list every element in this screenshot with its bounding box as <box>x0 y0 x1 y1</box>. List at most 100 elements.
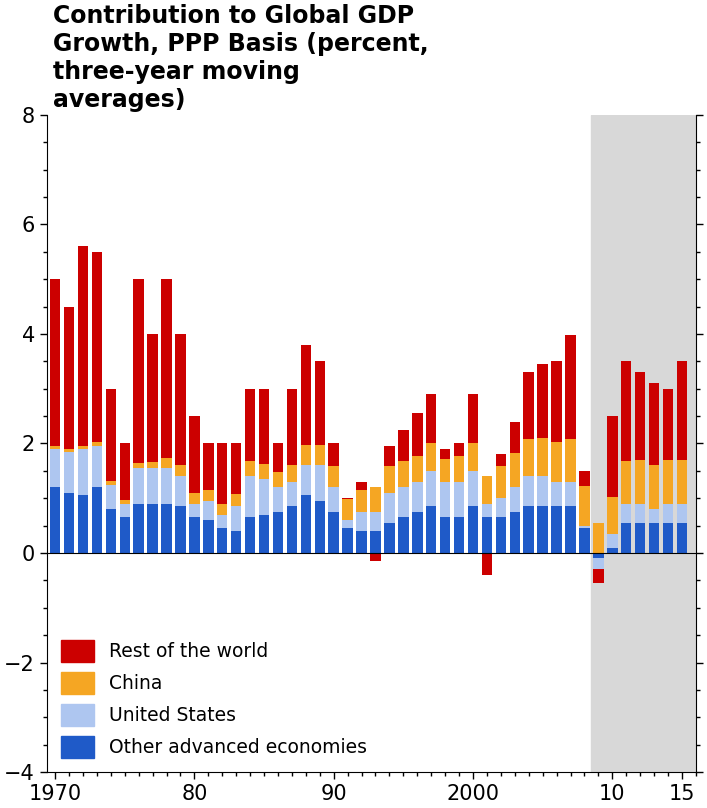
Bar <box>677 460 687 503</box>
Bar <box>134 468 144 503</box>
Bar <box>342 499 353 520</box>
Bar <box>119 503 130 517</box>
Bar <box>64 306 74 449</box>
Bar <box>50 449 60 487</box>
Bar <box>454 456 464 482</box>
Bar <box>329 512 339 553</box>
Bar <box>635 372 645 460</box>
Bar <box>579 528 590 553</box>
Bar <box>78 446 88 449</box>
Bar <box>259 479 269 515</box>
Bar <box>245 461 255 477</box>
Bar <box>468 394 478 444</box>
Bar <box>217 444 228 503</box>
Bar <box>356 482 367 490</box>
Bar <box>649 465 660 509</box>
Bar <box>398 517 409 553</box>
Bar <box>217 503 228 515</box>
Bar <box>510 453 520 487</box>
Bar <box>412 414 423 456</box>
Bar <box>78 449 88 495</box>
Bar <box>607 534 617 548</box>
Bar <box>231 444 241 494</box>
Bar <box>566 335 575 439</box>
Bar <box>566 507 575 553</box>
Bar <box>78 246 88 446</box>
Bar <box>105 481 116 485</box>
Bar <box>649 509 660 523</box>
Bar <box>510 512 520 553</box>
Bar <box>50 487 60 553</box>
Bar <box>662 503 673 523</box>
Bar <box>315 465 325 501</box>
Bar <box>189 416 199 493</box>
Text: Contribution to Global GDP
Growth, PPP Basis (percent,
three-year moving
average: Contribution to Global GDP Growth, PPP B… <box>53 4 429 112</box>
Bar <box>356 531 367 553</box>
Bar <box>147 461 158 468</box>
Bar <box>92 487 102 553</box>
Bar <box>119 517 130 553</box>
Bar <box>579 471 590 486</box>
Bar <box>607 548 617 553</box>
Bar <box>175 465 186 477</box>
Bar <box>592 115 696 772</box>
Bar <box>607 416 617 497</box>
Bar <box>231 531 241 553</box>
Bar <box>370 531 380 553</box>
Bar <box>356 490 367 512</box>
Bar <box>649 523 660 553</box>
Bar <box>175 507 186 553</box>
Bar <box>496 466 506 499</box>
Bar <box>329 487 339 512</box>
Bar <box>329 444 339 466</box>
Bar <box>677 523 687 553</box>
Bar <box>50 280 60 446</box>
Bar <box>259 464 269 479</box>
Bar <box>300 444 311 465</box>
Bar <box>259 389 269 464</box>
Bar <box>398 430 409 461</box>
Bar <box>356 512 367 531</box>
Bar <box>105 389 116 481</box>
Bar <box>105 509 116 553</box>
Bar <box>412 512 423 553</box>
Bar <box>175 477 186 507</box>
Bar <box>370 512 380 531</box>
Bar <box>566 482 575 507</box>
Bar <box>454 517 464 553</box>
Bar <box>161 468 172 503</box>
Bar <box>203 490 214 501</box>
Bar <box>203 444 214 490</box>
Bar <box>217 515 228 528</box>
Bar <box>273 444 284 472</box>
Bar <box>105 485 116 509</box>
Bar <box>147 334 158 461</box>
Bar <box>593 523 604 553</box>
Bar <box>92 446 102 487</box>
Bar <box>286 482 297 507</box>
Bar <box>189 503 199 517</box>
Bar <box>161 280 172 458</box>
Bar <box>315 501 325 553</box>
Bar <box>342 520 353 528</box>
Bar <box>635 460 645 503</box>
Bar <box>300 345 311 444</box>
Bar <box>92 252 102 442</box>
Bar <box>551 361 562 442</box>
Bar <box>566 439 575 482</box>
Bar <box>134 280 144 463</box>
Bar <box>579 486 590 526</box>
Bar <box>398 487 409 517</box>
Bar <box>621 503 631 523</box>
Bar <box>315 361 325 444</box>
Bar <box>496 454 506 466</box>
Bar <box>496 499 506 517</box>
Bar <box>300 465 311 495</box>
Bar <box>64 449 74 452</box>
Bar <box>203 520 214 553</box>
Bar <box>496 517 506 553</box>
Bar <box>245 517 255 553</box>
Bar <box>593 570 604 583</box>
Bar <box>259 515 269 553</box>
Bar <box>440 459 450 482</box>
